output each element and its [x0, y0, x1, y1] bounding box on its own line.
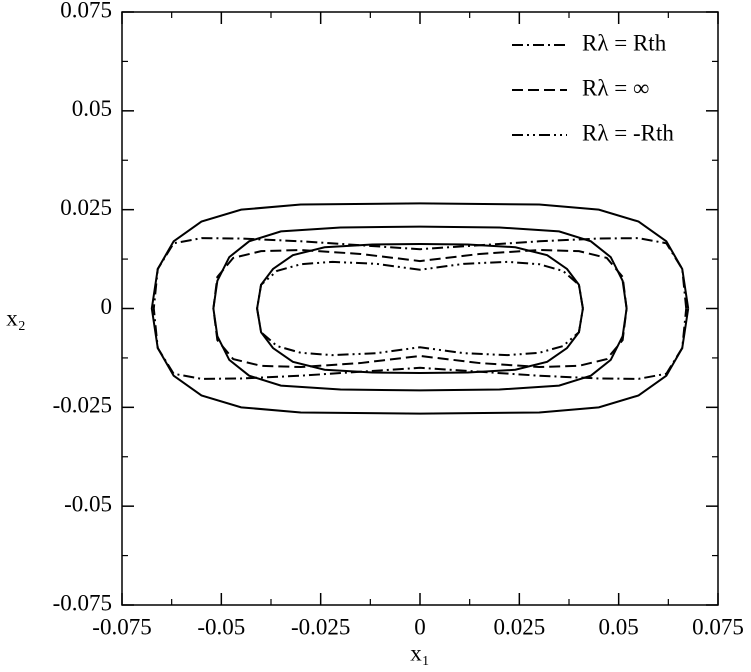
legend-label: Rλ = Rth — [582, 30, 667, 55]
x-tick-label: -0.075 — [92, 614, 151, 639]
y-tick-label: -0.025 — [53, 393, 112, 418]
curve — [152, 237, 688, 380]
legend-label: Rλ = ∞ — [582, 75, 649, 100]
plot-frame — [121, 11, 719, 606]
x-tick-label: -0.05 — [197, 614, 245, 639]
y-tick-label: 0 — [101, 294, 113, 319]
y-tick-label: 0.05 — [72, 96, 112, 121]
y-tick-label: 0.075 — [60, 0, 112, 22]
x-tick-label: 0.025 — [493, 614, 545, 639]
y-axis-label: x₂ — [6, 305, 26, 330]
y-tick-label: 0.025 — [60, 195, 112, 220]
x-tick-label: 0.075 — [692, 614, 744, 639]
x-axis-label: x₁ — [410, 640, 430, 665]
x-tick-label: 0.05 — [599, 614, 639, 639]
x-tick-label: -0.025 — [291, 614, 350, 639]
legend-label: Rλ = -Rth — [582, 120, 674, 145]
y-tick-label: -0.05 — [64, 491, 112, 516]
x-tick-label: 0 — [414, 614, 426, 639]
y-tick-label: -0.075 — [53, 590, 112, 615]
curve — [150, 202, 690, 415]
curve — [256, 260, 584, 357]
curve — [212, 248, 628, 369]
